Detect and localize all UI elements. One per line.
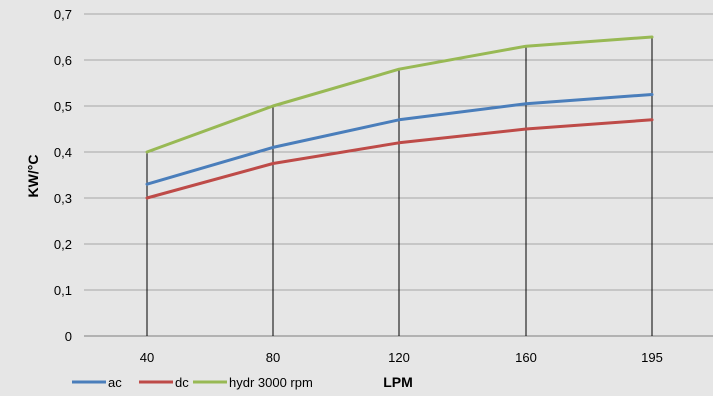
x-tick-label: 80: [266, 350, 280, 365]
legend-label: ac: [108, 375, 122, 390]
y-tick-label: 0,6: [54, 53, 72, 68]
series-line-dc: [145, 118, 654, 200]
y-tick-label: 0,2: [54, 237, 72, 252]
series-line-ac: [145, 93, 654, 186]
y-axis-title: KW/°C: [25, 155, 41, 198]
y-tick-label: 0,3: [54, 191, 72, 206]
legend-label: dc: [175, 375, 189, 390]
x-tick-label: 160: [515, 350, 537, 365]
y-tick-label: 0,1: [54, 283, 72, 298]
x-axis-title: LPM: [383, 374, 413, 390]
legend: ac dc hydr 3000 rpm: [72, 375, 313, 390]
legend-label: hydr 3000 rpm: [229, 375, 313, 390]
y-tick-label: 0,4: [54, 145, 72, 160]
x-tick-label: 40: [140, 350, 154, 365]
series-line-hydr-3000-rpm: [145, 35, 654, 154]
y-tick-label: 0: [65, 329, 72, 344]
drop-lines: [146, 37, 653, 336]
series-lines: [145, 35, 654, 200]
y-tick-labels: 0 0,1 0,2 0,3 0,4 0,5 0,6 0,7: [54, 7, 72, 344]
x-tick-labels: 40 80 120 160 195: [140, 350, 663, 365]
x-tick-label: 195: [641, 350, 663, 365]
x-tick-label: 120: [388, 350, 410, 365]
y-tick-label: 0,5: [54, 99, 72, 114]
y-tick-label: 0,7: [54, 7, 72, 22]
